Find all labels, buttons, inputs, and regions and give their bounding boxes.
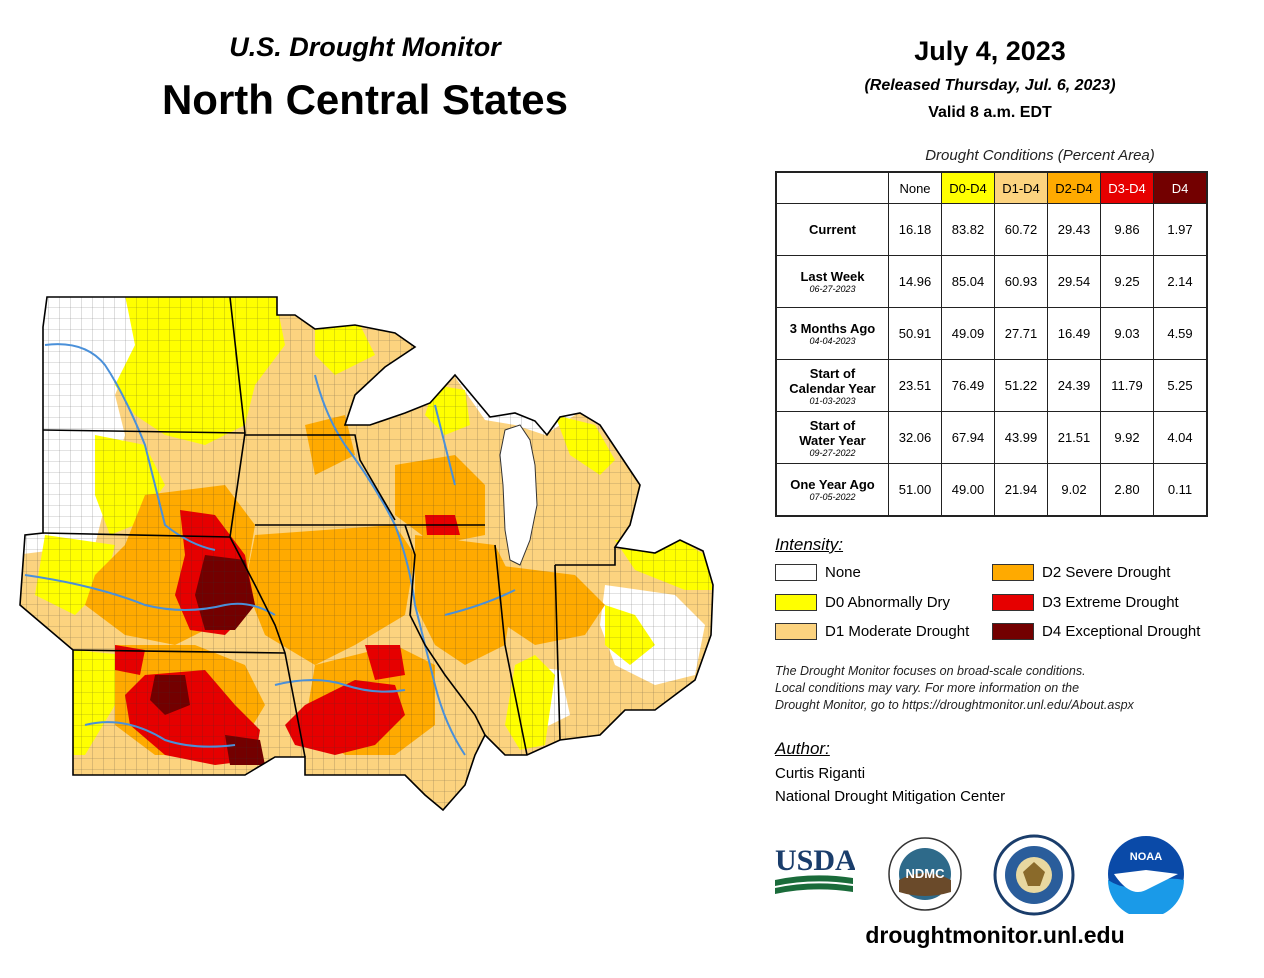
cell: 21.94 [994, 463, 1048, 517]
cell: 60.72 [994, 203, 1048, 256]
cell: 21.51 [1047, 411, 1101, 464]
author-org: National Drought Mitigation Center [775, 788, 1006, 805]
cell: 16.49 [1047, 307, 1101, 360]
cell: 9.03 [1100, 307, 1154, 360]
cell: 43.99 [994, 411, 1048, 464]
cell: 60.93 [994, 255, 1048, 308]
col-header-d4: D4 [1153, 171, 1208, 204]
table-row: 3 Months Ago 04-04-2023 50.91 49.09 27.71… [775, 307, 1208, 360]
legend-item-d2: D2 Severe Drought [992, 564, 1170, 581]
legend-label: D4 Exceptional Drought [1042, 623, 1201, 640]
row-label: Start of Calendar Year 01-03-2023 [775, 359, 889, 412]
cell: 9.25 [1100, 255, 1154, 308]
table-row: Last Week 06-27-2023 14.96 85.04 60.93 29… [775, 255, 1208, 308]
usda-logo-text: USDA [775, 844, 855, 877]
row-label: One Year Ago 07-05-2022 [775, 463, 889, 517]
legend-label: D1 Moderate Drought [825, 623, 970, 640]
cell: 5.25 [1153, 359, 1208, 412]
table-row: Current 16.18 83.82 60.72 29.43 9.86 1.9… [775, 203, 1208, 256]
cell: 49.09 [941, 307, 995, 360]
noaa-logo: NOAA [1108, 836, 1184, 914]
legend-item-d0: D0 Abnormally Dry [775, 594, 950, 611]
legend-swatch [775, 564, 817, 581]
legend-item-d1: D1 Moderate Drought [775, 623, 969, 640]
ndmc-logo: NDMC [888, 837, 962, 911]
legend-label: D3 Extreme Drought [1042, 594, 1179, 611]
cell: 9.92 [1100, 411, 1154, 464]
col-header-d2-d4: D2-D4 [1047, 171, 1101, 204]
cell: 0.11 [1153, 463, 1208, 517]
cell: 4.59 [1153, 307, 1208, 360]
table-header-row: None D0-D4 D1-D4 D2-D4 D3-D4 D4 [776, 171, 1208, 204]
cell: 9.86 [1100, 203, 1154, 256]
legend-label: D0 Abnormally Dry [825, 594, 951, 611]
cell: 4.04 [1153, 411, 1208, 464]
legend-swatch [992, 564, 1034, 581]
drought-conditions-table: None D0-D4 D1-D4 D2-D4 D3-D4 D4 Current … [775, 171, 1208, 517]
legend-label: None [825, 564, 861, 581]
cell: 83.82 [941, 203, 995, 256]
col-header-d0-d4: D0-D4 [941, 171, 995, 204]
row-label: 3 Months Ago 04-04-2023 [775, 307, 889, 360]
cell: 11.79 [1100, 359, 1154, 412]
legend-swatch [775, 623, 817, 640]
valid-time: Valid 8 a.m. EDT [928, 104, 1052, 121]
cell: 49.00 [941, 463, 995, 517]
legend-item-d4: D4 Exceptional Drought [992, 623, 1200, 640]
cell: 32.06 [888, 411, 942, 464]
noaa-logo-text: NOAA [1130, 851, 1162, 863]
note-line: Drought Monitor, go to https://droughtmo… [775, 698, 1134, 712]
col-header-d1-d4: D1-D4 [994, 171, 1048, 204]
table-caption: Drought Conditions (Percent Area) [925, 147, 1155, 164]
cell: 24.39 [1047, 359, 1101, 412]
row-label: Current [775, 203, 889, 256]
cell: 1.97 [1153, 203, 1208, 256]
table-row: Start of Water Year 09-27-2022 32.06 67.9… [775, 411, 1208, 464]
legend-swatch [992, 594, 1034, 611]
title-line1: U.S. Drought Monitor [229, 32, 501, 62]
cell: 51.00 [888, 463, 942, 517]
map-date: July 4, 2023 [914, 36, 1066, 66]
row-label: Last Week 06-27-2023 [775, 255, 889, 308]
note-line: The Drought Monitor focuses on broad-sca… [775, 664, 1086, 678]
usda-logo: USDA [775, 844, 855, 894]
commerce-seal [993, 834, 1075, 916]
legend-swatch [775, 594, 817, 611]
author-name: Curtis Riganti [775, 765, 866, 782]
cell: 67.94 [941, 411, 995, 464]
footer-url[interactable]: droughtmonitor.unl.edu [865, 922, 1125, 948]
cell: 14.96 [888, 255, 942, 308]
drought-map [19, 296, 714, 812]
cell: 50.91 [888, 307, 942, 360]
row-label: Start of Water Year 09-27-2022 [775, 411, 889, 464]
cell: 51.22 [994, 359, 1048, 412]
table-row: Start of Calendar Year 01-03-2023 23.51 7… [775, 359, 1208, 412]
ndmc-logo-text: NDMC [906, 866, 946, 881]
cell: 76.49 [941, 359, 995, 412]
author-title: Author: [775, 739, 830, 758]
legend-item-none: None [775, 564, 861, 581]
cell: 85.04 [941, 255, 995, 308]
col-header-none: None [888, 171, 942, 204]
col-header-d3-d4: D3-D4 [1100, 171, 1154, 204]
note-line: Local conditions may vary. For more info… [775, 681, 1080, 695]
cell: 16.18 [888, 203, 942, 256]
table-corner [776, 172, 889, 204]
release-date: (Released Thursday, Jul. 6, 2023) [864, 77, 1116, 94]
legend-label: D2 Severe Drought [1042, 564, 1171, 581]
disclaimer-note: The Drought Monitor focuses on broad-sca… [775, 663, 1235, 714]
cell: 27.71 [994, 307, 1048, 360]
cell: 9.02 [1047, 463, 1101, 517]
cell: 2.14 [1153, 255, 1208, 308]
cell: 2.80 [1100, 463, 1154, 517]
table-row: One Year Ago 07-05-2022 51.00 49.00 21.94… [775, 463, 1208, 517]
legend-title: Intensity: [775, 535, 844, 554]
legend-item-d3: D3 Extreme Drought [992, 594, 1179, 611]
cell: 29.54 [1047, 255, 1101, 308]
page-title: North Central States [161, 76, 569, 123]
legend-swatch [992, 623, 1034, 640]
cell: 29.43 [1047, 203, 1101, 256]
cell: 23.51 [888, 359, 942, 412]
